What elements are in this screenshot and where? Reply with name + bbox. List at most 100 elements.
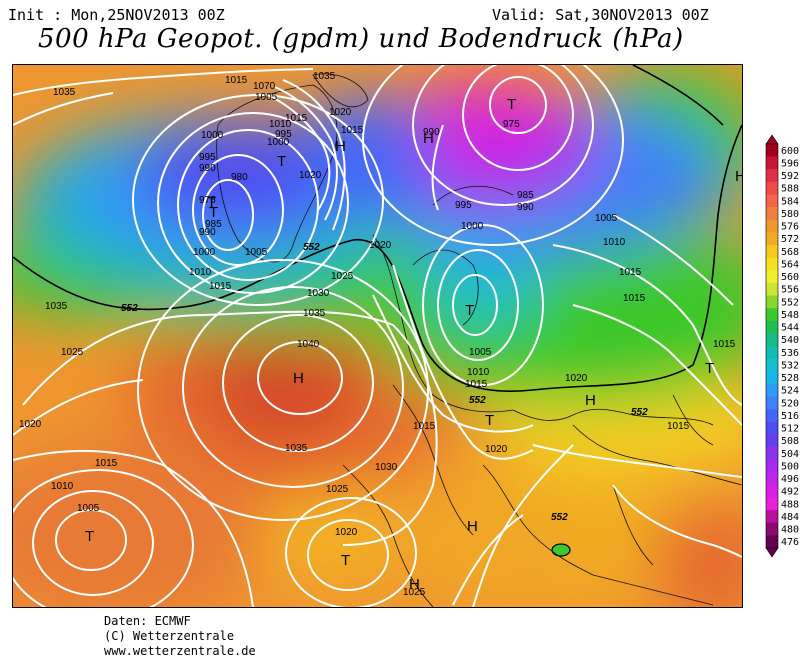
system-marker: T xyxy=(277,153,286,170)
colorbar-swatch xyxy=(766,320,778,334)
colorbar-label: 480 xyxy=(781,525,799,536)
colorbar-label: 496 xyxy=(781,474,799,485)
colorbar-label: 500 xyxy=(781,461,799,472)
isobar-label: 1015 xyxy=(667,421,690,432)
contour-552-label: 552 xyxy=(303,242,320,253)
isobar-label: 1025 xyxy=(331,271,354,282)
colorbar-label: 528 xyxy=(781,373,799,384)
colorbar-label: 544 xyxy=(781,323,799,334)
isobar-label: 985 xyxy=(517,190,534,201)
system-marker: H xyxy=(735,168,742,185)
valid-time: Valid: Sat,30NOV2013 00Z xyxy=(492,6,709,24)
isobar-label: 1000 xyxy=(193,247,216,258)
colorbar-swatch xyxy=(766,346,778,359)
colorbar-swatch xyxy=(766,257,778,271)
system-marker: T xyxy=(705,360,714,377)
colorbar-swatch xyxy=(766,232,778,246)
colorbar-label: 476 xyxy=(781,537,799,548)
system-marker: H xyxy=(409,576,420,593)
colorbar-label: 584 xyxy=(781,196,799,207)
isobar-label: 1005 xyxy=(245,247,268,258)
contour-552-line xyxy=(13,124,742,392)
isobar-label: 1015 xyxy=(209,281,232,292)
colorbar-label: 548 xyxy=(781,310,799,321)
colorbar-swatch xyxy=(766,484,778,498)
isobar-label: 1020 xyxy=(485,444,508,455)
system-marker: T xyxy=(341,552,350,569)
isobar-label: 1035 xyxy=(53,87,76,98)
colorbar-swatch xyxy=(766,270,778,284)
colorbar-swatch xyxy=(766,181,778,195)
isobar-label: 1015 xyxy=(619,267,642,278)
colorbar-label: 532 xyxy=(781,360,799,371)
isobar-label: 1015 xyxy=(285,113,308,124)
colorbar-swatch xyxy=(766,333,778,347)
colorbar-swatch xyxy=(766,207,778,221)
colorbar-swatch xyxy=(766,308,778,322)
isobar-label: 1035 xyxy=(45,301,68,312)
map-title: 500 hPa Geopot. (gpdm) und Bodendruck (h… xyxy=(38,24,684,54)
system-marker: H xyxy=(293,370,304,387)
contour-552-label: 552 xyxy=(469,395,486,406)
colorbar-label: 504 xyxy=(781,449,799,460)
system-marker: T xyxy=(485,412,494,429)
isobar-label: 1005 xyxy=(595,213,618,224)
isobar-label: 995 xyxy=(199,152,216,163)
colorbar-swatch xyxy=(766,409,778,423)
colorbar-label: 580 xyxy=(781,209,799,220)
isobar-label: 1030 xyxy=(375,462,398,473)
contour-552-cutoff xyxy=(551,543,571,557)
colorbar-swatch xyxy=(766,522,778,536)
system-marker: T xyxy=(465,302,474,319)
colorbar-legend: 600 596 592 588 584 580 576 572 568 564 560 556 552 5… xyxy=(764,134,812,558)
colorbar-swatch xyxy=(766,447,778,460)
isobar-label: 1020 xyxy=(335,527,358,538)
colorbar-label: 516 xyxy=(781,411,799,422)
system-marker: H xyxy=(423,130,434,147)
colorbar-label: 536 xyxy=(781,348,799,359)
colorbar-label: 512 xyxy=(781,424,799,435)
isobar-label: 1015 xyxy=(225,75,248,86)
weather-map: 1035 1015 1070 1035 1020 1015 1000 995 9… xyxy=(12,64,743,608)
isobars xyxy=(13,65,742,607)
colorbar-label: 592 xyxy=(781,171,799,182)
isobar-label: 1005 xyxy=(77,503,100,514)
colorbar-swatch xyxy=(766,282,778,296)
isobar-label: 1020 xyxy=(19,419,42,430)
map-canvas: 1035 1015 1070 1035 1020 1015 1000 995 9… xyxy=(13,65,742,607)
isobar-label: 1020 xyxy=(329,107,352,118)
credit-copyright: (C) Wetterzentrale xyxy=(104,629,235,643)
colorbar-swatch xyxy=(766,421,778,435)
colorbar-label: 508 xyxy=(781,436,799,447)
credits: Daten: ECMWF (C) Wetterzentrale www.wett… xyxy=(104,614,256,659)
system-marker: H xyxy=(467,518,478,535)
system-marker: H xyxy=(585,392,596,409)
isobar-label: 995 xyxy=(275,129,292,140)
isobar-label: 1015 xyxy=(413,421,436,432)
colorbar-swatch xyxy=(766,371,778,385)
colorbar-swatch xyxy=(766,535,778,549)
isobar-label: 1000 xyxy=(267,137,290,148)
contour-552-label: 552 xyxy=(631,407,648,418)
colorbar-label: 524 xyxy=(781,386,799,397)
isobar-label: 990 xyxy=(423,127,440,138)
isobar-label: 1030 xyxy=(307,288,330,299)
isobar-label: 1040 xyxy=(297,339,320,350)
colorbar-swatch xyxy=(766,472,778,486)
system-marker: T xyxy=(507,96,516,113)
colorbar-swatch xyxy=(766,383,778,397)
isobar-label: 990 xyxy=(199,163,216,174)
isobar-label: 975 xyxy=(199,195,216,206)
colorbar-label: 520 xyxy=(781,398,799,409)
isobar-label: 1015 xyxy=(713,339,736,350)
colorbar-label: 600 xyxy=(781,146,799,157)
credit-source: Daten: ECMWF xyxy=(104,614,191,628)
isobar-label: 1020 xyxy=(565,373,588,384)
colorbar-label: 572 xyxy=(781,234,799,245)
isobar-label: 1010 xyxy=(603,237,626,248)
system-marker: T xyxy=(85,528,94,545)
colorbar-swatch xyxy=(766,396,778,410)
colorbar-swatch xyxy=(766,459,778,473)
isobar-label: 1015 xyxy=(341,125,364,136)
